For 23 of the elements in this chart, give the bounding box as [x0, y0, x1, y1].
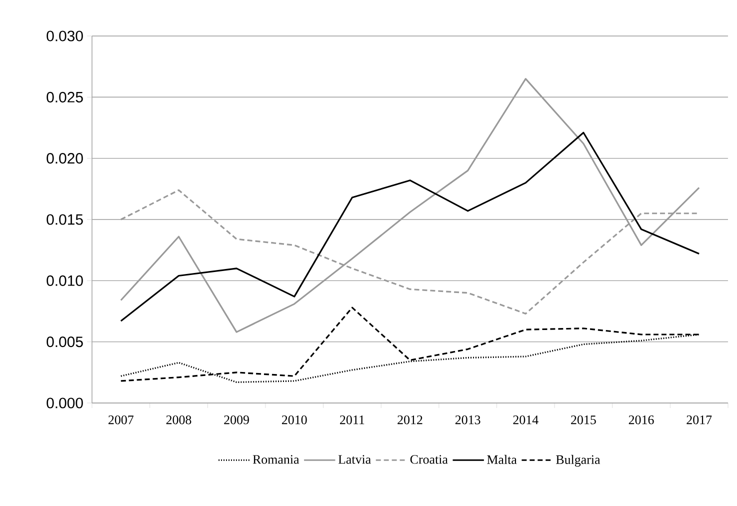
x-tick-label: 2009 — [224, 415, 249, 424]
y-tick-label: 0.010 — [46, 275, 83, 286]
x-tick-label: 2007 — [108, 415, 134, 424]
x-tick-label: 2014 — [513, 415, 538, 424]
x-tick-label: 2016 — [628, 415, 654, 424]
legend-label: Malta — [487, 454, 517, 464]
y-tick-label: 0.020 — [46, 153, 83, 164]
x-tick-label: 2012 — [398, 415, 422, 424]
x-tick-label: 2010 — [282, 415, 307, 424]
x-tick-label: 2011 — [340, 415, 364, 424]
y-tick-label: 0.000 — [46, 398, 83, 408]
y-tick-label: 0.025 — [46, 92, 83, 102]
legend-label: Croatia — [410, 455, 448, 464]
y-tick-label: 0.015 — [46, 214, 83, 225]
y-tick-label: 0.030 — [46, 30, 83, 42]
legend-label: Romania — [252, 455, 300, 464]
legend-label: Bulgaria — [556, 454, 600, 467]
y-tick-label: 0.005 — [46, 336, 83, 348]
x-tick-label: 2008 — [166, 415, 192, 424]
x-tick-label: 2013 — [455, 415, 480, 424]
x-tick-label: 2015 — [571, 415, 596, 424]
legend-label: Latvia — [338, 455, 371, 464]
x-tick-label: 2017 — [686, 415, 712, 424]
